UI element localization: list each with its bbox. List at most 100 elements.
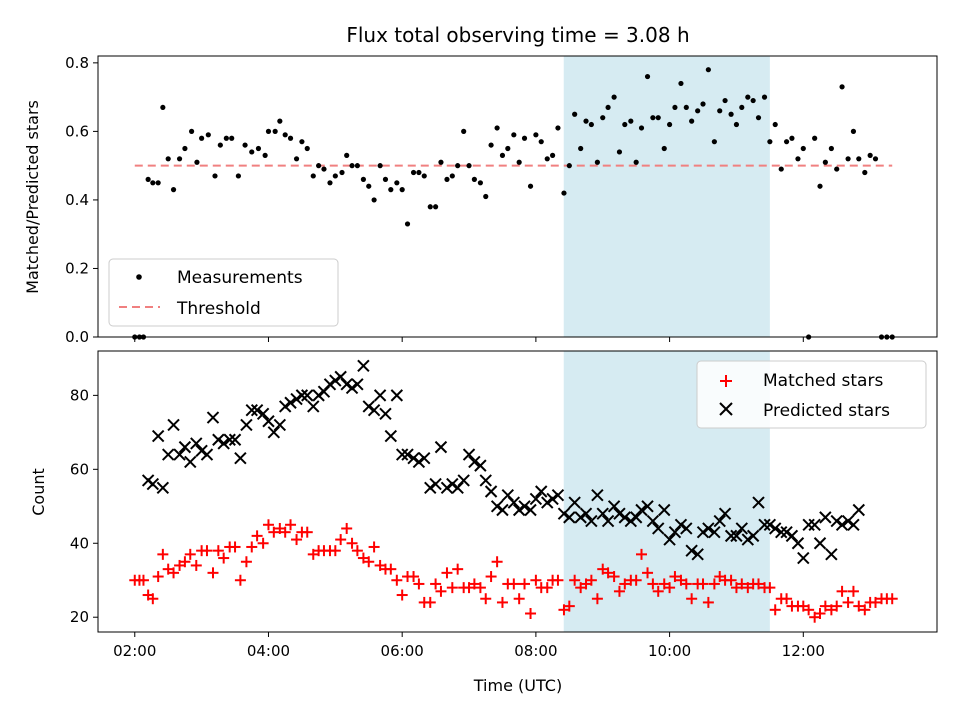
predicted-star-point	[775, 525, 788, 539]
measurement-point	[449, 173, 455, 179]
measurement-point	[272, 128, 278, 134]
measurement-point	[755, 115, 762, 121]
predicted-star-point	[702, 522, 715, 535]
matched-star-point	[636, 548, 648, 560]
bottom-legend-box	[696, 360, 927, 429]
measurement-point	[845, 156, 851, 162]
predicted-star-point	[401, 448, 414, 461]
matched-star-point	[585, 574, 597, 586]
predicted-star-point	[256, 407, 270, 421]
measurement-point	[499, 152, 506, 158]
predicted-star-point	[841, 514, 855, 528]
matched-star-point	[753, 578, 765, 590]
matched-star-point	[552, 574, 564, 586]
matched-star-point	[179, 556, 191, 568]
predicted-star-point	[808, 518, 821, 531]
matched-star-point	[201, 545, 213, 557]
matched-star-point	[736, 578, 748, 590]
predicted-star-point	[301, 389, 314, 402]
predicted-star-point	[763, 518, 777, 531]
predicted-star-point	[674, 518, 688, 531]
predicted-star-point	[535, 485, 548, 498]
predicted-star-point	[518, 500, 531, 513]
predicted-star-point	[312, 389, 325, 402]
matched-star-point	[218, 552, 230, 564]
matched-star-point	[368, 541, 380, 553]
predicted-star-point	[434, 440, 448, 454]
matched-star-point	[836, 585, 848, 597]
measurement-point	[242, 142, 248, 148]
predicted-star-point	[156, 481, 170, 495]
predicted-star-point	[512, 503, 526, 517]
bottom-x-tick-label: 06:00	[381, 642, 424, 660]
predicted-star-point	[395, 448, 409, 461]
predicted-star-point	[167, 418, 180, 432]
matched-star-point	[642, 567, 654, 579]
measurements-legend-label: Measurements	[177, 268, 303, 288]
measurement-point	[282, 132, 288, 138]
measurement-point	[327, 180, 333, 186]
predicted-star-point	[295, 389, 309, 402]
measurements-legend-marker	[136, 274, 142, 280]
predicted-star-point	[646, 514, 660, 528]
predicted-star-point	[362, 400, 375, 413]
matched-star-point	[413, 578, 425, 590]
measurement-point	[293, 156, 300, 162]
measurement-point	[229, 135, 235, 141]
measurement-point	[533, 132, 539, 138]
predicted-star-point	[290, 392, 303, 406]
measurement-point	[427, 204, 433, 210]
matched-star-point	[608, 571, 620, 583]
measurement-point	[600, 115, 606, 121]
measurement-point	[795, 156, 801, 162]
predicted-star-point	[212, 433, 225, 446]
matched-star-point	[474, 582, 486, 594]
predicted-star-point	[379, 407, 392, 421]
measurement-point	[767, 139, 773, 145]
matched-star-point	[268, 526, 280, 538]
measurement-point	[745, 94, 751, 100]
measurement-point	[394, 180, 400, 186]
top-x-ticks	[134, 337, 804, 342]
predicted-star-point	[457, 474, 470, 487]
predicted-star-point	[184, 455, 197, 469]
measurement-point	[511, 132, 517, 138]
predicted-star-point	[551, 488, 565, 502]
matched-stars-legend-marker	[720, 375, 732, 387]
predicted-star-point	[524, 503, 537, 517]
predicted-stars-legend-marker	[719, 402, 733, 416]
matched-star-point	[764, 582, 776, 594]
predicted-star-point	[585, 514, 598, 528]
predicted-star-point	[852, 503, 865, 517]
predicted-star-point	[462, 448, 476, 461]
matched-star-point	[468, 578, 480, 590]
matched-star-point	[702, 596, 714, 608]
matched-star-point	[525, 608, 537, 620]
measurement-point	[471, 176, 477, 182]
measurement-point	[277, 118, 283, 124]
predicted-star-point	[357, 359, 370, 372]
measurement-point	[867, 152, 873, 158]
predicted-star-point	[741, 533, 755, 546]
measurement-point	[360, 176, 367, 182]
predicted-star-point	[618, 511, 632, 524]
measurement-point	[377, 163, 383, 169]
measurement-point	[310, 173, 316, 179]
top-axes-frame	[97, 55, 938, 338]
matched-star-point	[563, 600, 575, 612]
measurement-point	[594, 159, 600, 165]
predicted-star-point	[568, 496, 581, 509]
predicted-star-point	[407, 452, 420, 465]
measurement-point	[160, 104, 166, 111]
measurement-point	[265, 128, 272, 134]
predicted-star-point	[574, 511, 587, 524]
bottom-x-tick-label: 02:00	[113, 642, 156, 660]
top-y-tick-label: 0.8	[65, 54, 89, 72]
measurement-point	[817, 183, 823, 189]
predicted-star-point	[663, 533, 676, 546]
top-y-axis-label: Matched/Predicted stars	[23, 100, 42, 294]
predicted-star-point	[234, 452, 247, 465]
bottom-x-axis: 02:00 04:00 06:00 08:00 10:00 12:00	[113, 632, 825, 660]
predicted-star-point	[529, 492, 543, 506]
top-panel: 0.00.20.40.60.8 Matched/Predicted stars …	[23, 54, 938, 346]
